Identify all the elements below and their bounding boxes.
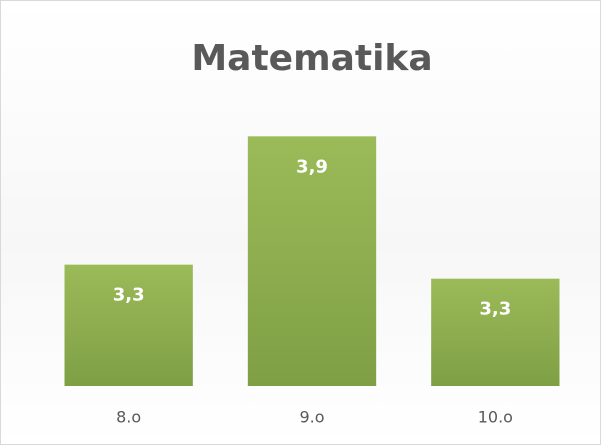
bar bbox=[64, 264, 193, 386]
x-tick-label: 8.o bbox=[116, 408, 141, 427]
data-label: 3,3 bbox=[479, 299, 511, 320]
data-label: 3,9 bbox=[296, 156, 328, 177]
x-tick-label: 10.o bbox=[478, 408, 513, 427]
bar bbox=[247, 136, 377, 386]
data-label: 3,3 bbox=[113, 285, 145, 306]
bar bbox=[431, 278, 560, 386]
chart-title: Matematika bbox=[191, 38, 432, 79]
x-tick-label: 9.o bbox=[299, 408, 324, 427]
